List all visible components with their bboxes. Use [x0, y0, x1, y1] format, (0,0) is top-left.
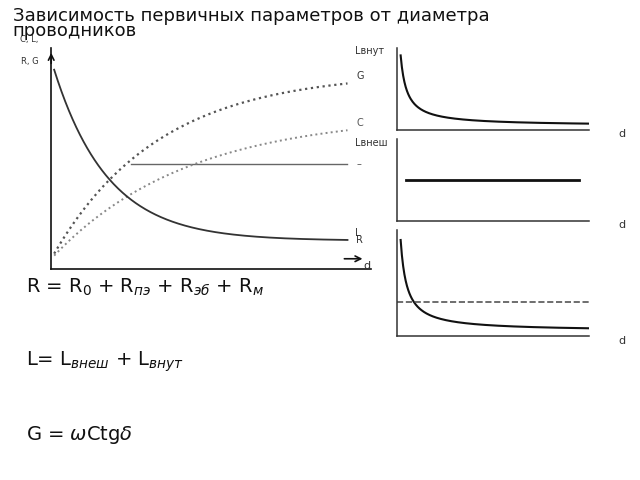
Text: –: –	[356, 159, 361, 169]
Text: d: d	[363, 261, 371, 271]
Text: d: d	[618, 129, 625, 139]
Text: R, G: R, G	[20, 57, 38, 66]
Text: проводников: проводников	[13, 22, 137, 40]
Text: Lвнеш: Lвнеш	[355, 138, 387, 147]
Text: L= L$_{{внеш}}$ + L$_{{внут}}$: L= L$_{{внеш}}$ + L$_{{внут}}$	[26, 350, 184, 374]
Text: R: R	[356, 235, 364, 245]
Text: G = $\omega$Ctg$\delta$: G = $\omega$Ctg$\delta$	[26, 424, 132, 446]
Text: R = R$_0$ + R$_{{пэ}}$ + R$_{{эб}}$ + R$_м$: R = R$_0$ + R$_{{пэ}}$ + R$_{{эб}}$ + R$…	[26, 276, 264, 298]
Text: C: C	[356, 118, 363, 128]
Text: L: L	[355, 228, 360, 238]
Text: Lвнут: Lвнут	[355, 47, 384, 56]
Text: Зависимость первичных параметров от диаметра: Зависимость первичных параметров от диам…	[13, 7, 490, 25]
Text: d: d	[618, 220, 625, 230]
Text: d: d	[618, 336, 625, 346]
Text: G: G	[356, 72, 364, 82]
Text: C, L,: C, L,	[20, 35, 38, 44]
